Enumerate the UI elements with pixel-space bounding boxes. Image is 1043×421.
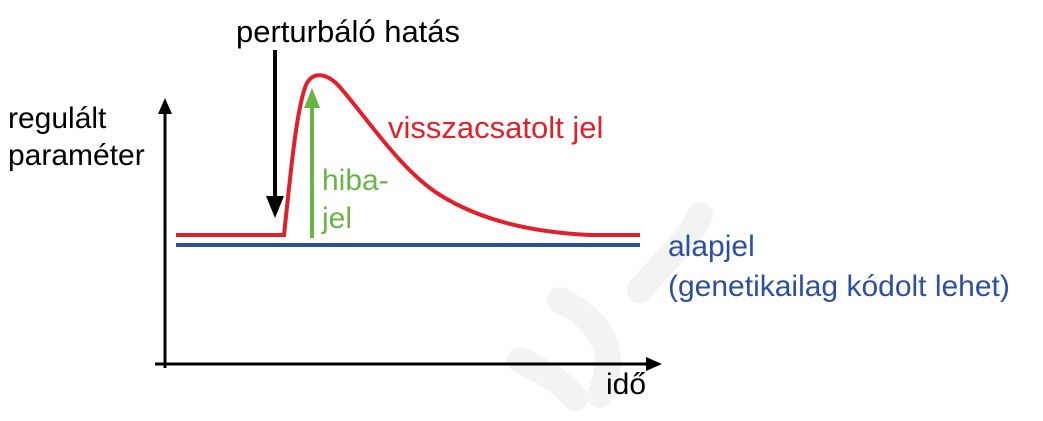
watermark-stroke [627,202,713,303]
y-axis-label-line1: regulált [8,102,107,135]
error-signal-arrowhead [304,88,320,108]
watermark-stroke [507,347,588,411]
y-axis-label-line2: paraméter [8,139,145,172]
setpoint-label-line2: (genetikailag kódolt lehet) [668,270,1010,303]
watermark-stroke [547,287,621,408]
error-signal-label-line2: jel [321,202,352,235]
perturbation-arrowhead [266,196,284,218]
feedback-signal-label: visszacsatolt jel [388,110,603,145]
setpoint-label-line1: alapjel [668,230,755,263]
x-axis-label: idő [606,368,646,401]
feedback-signal-curve [176,73,640,237]
y-axis-arrowhead [158,98,172,114]
x-axis-arrowhead [646,357,662,371]
perturbation-label: perturbáló hatás [236,14,460,49]
error-signal-label-line1: hiba- [322,164,389,197]
